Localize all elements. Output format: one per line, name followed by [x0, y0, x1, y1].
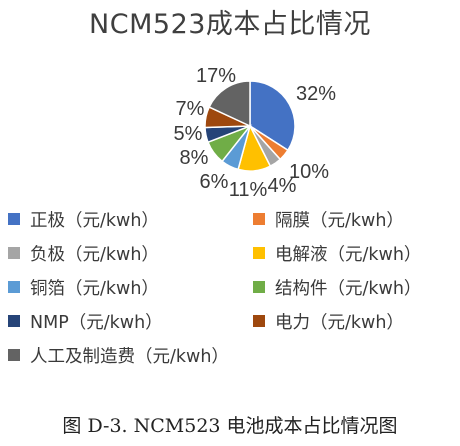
legend-label: 隔膜（元/kwh） [275, 210, 404, 231]
legend-swatch [253, 247, 265, 259]
slice-label-1: 32% [296, 83, 336, 105]
legend-item-5: 铜箔（元/kwh） [8, 274, 159, 300]
legend-label: 人工及制造费（元/kwh） [30, 346, 229, 367]
slice-label-6: 8% [180, 147, 209, 169]
legend-item-2: 隔膜（元/kwh） [253, 206, 404, 232]
slice-label-3: 10% [289, 161, 329, 183]
legend-swatch [8, 213, 20, 225]
legend-label: 正极（元/kwh） [30, 210, 159, 231]
legend-label: 负极（元/kwh） [30, 244, 159, 265]
legend-item-4: 电解液（元/kwh） [253, 240, 421, 266]
pie-slice-9 [208, 80, 251, 128]
slice-label-4: 11% [229, 179, 268, 201]
legend-swatch [8, 281, 20, 293]
legend-swatch [8, 349, 20, 361]
legend-label: NMP（元/kwh） [30, 312, 163, 333]
legend-swatch [253, 315, 265, 327]
figure-caption: 图 D-3. NCM523 电池成本占比情况图 [62, 415, 398, 437]
legend-label: 结构件（元/kwh） [275, 278, 422, 299]
slice-label-9: 17% [196, 65, 236, 87]
legend-item-8: 电力（元/kwh） [253, 308, 404, 334]
legend-label: 铜箔（元/kwh） [30, 278, 159, 299]
legend-swatch [8, 315, 20, 327]
legend-label: 电力（元/kwh） [275, 312, 404, 333]
slice-label-8: 7% [176, 98, 205, 120]
legend-item-7: NMP（元/kwh） [8, 308, 163, 334]
slice-label-7: 5% [174, 123, 203, 145]
slice-label-5: 6% [200, 171, 229, 193]
legend-item-1: 正极（元/kwh） [8, 206, 159, 232]
legend-item-9: 人工及制造费（元/kwh） [8, 342, 229, 368]
legend-swatch [8, 247, 20, 259]
slice-label-2: 4% [268, 175, 297, 197]
legend-label: 电解液（元/kwh） [275, 244, 422, 265]
legend-swatch [253, 213, 265, 225]
pie-chart: 32% 4%10% 11%6%8%5% 7% 17% [174, 65, 337, 201]
legend-swatch [253, 281, 265, 293]
chart-title: NCM523成本占比情况 [89, 9, 371, 40]
legend-item-3: 负极（元/kwh） [8, 240, 159, 266]
legend-item-6: 结构件（元/kwh） [253, 274, 421, 300]
